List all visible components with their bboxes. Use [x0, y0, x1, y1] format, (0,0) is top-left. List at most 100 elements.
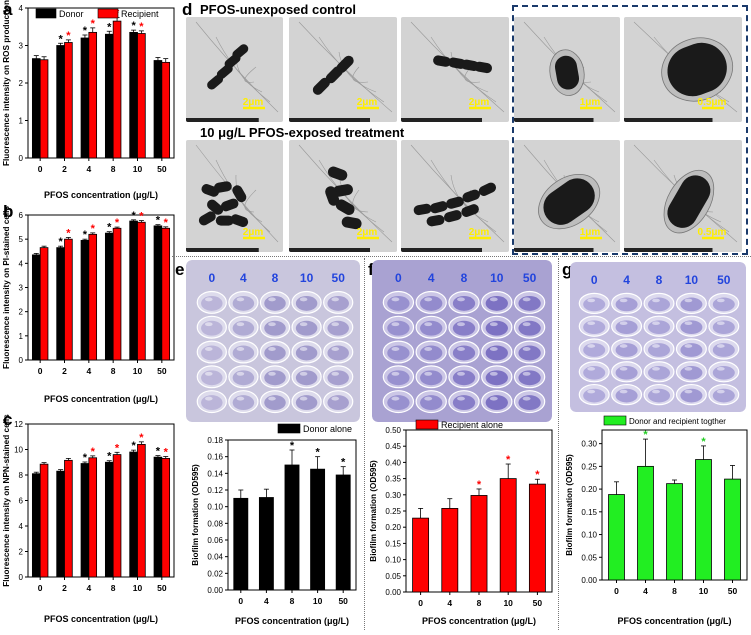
well-column-label: 4 — [428, 271, 435, 285]
panel-d-tem-grid: 2μm 2μm 2μm 1μm 0.5μm 2μm 2μm 2μm 1μm 0.5μm — [0, 0, 751, 260]
significance-star: * — [66, 227, 71, 239]
chart-g: 0.00 0.05 0.10 0.15 0.20 0.25 0.30 Biofilm form… — [562, 412, 751, 635]
bar — [153, 456, 163, 578]
significance-star: * — [115, 217, 120, 229]
significance-star: * — [131, 20, 136, 32]
significance-star: * — [83, 25, 88, 37]
significance-star: * — [66, 30, 71, 42]
chart-a-svg: 0 1 2 3 4 Fluorescence intensity on ROS produ… — [2, 0, 175, 200]
well-column-label: 0 — [395, 271, 402, 285]
tem-image-r2-c5: 0.5μm — [624, 140, 742, 252]
significance-star: * — [341, 457, 346, 469]
significance-star: * — [643, 429, 648, 441]
significance-star: * — [164, 217, 169, 229]
chart-f-svg: 0.00 0.05 0.10 0.15 0.20 0.25 0.30 0.35 0.40 0.45… — [369, 419, 553, 626]
y-axis-label: Biofilm formation (OD595) — [191, 464, 200, 566]
x-tick-label: 50 — [533, 598, 543, 608]
scale-bar-label: 2μm — [243, 227, 264, 238]
legend-swatch — [277, 423, 301, 434]
panel-label-g: g — [562, 260, 573, 279]
legend-swatch — [97, 8, 119, 19]
bar — [39, 463, 49, 578]
tem-image-r1-c5: 0.5μm — [624, 17, 742, 122]
x-tick-label: 4 — [86, 164, 91, 174]
legend-swatch — [603, 415, 627, 426]
y-tick-label: 5 — [19, 235, 24, 244]
x-tick-label: 10 — [699, 586, 709, 596]
x-tick-label: 50 — [157, 164, 167, 174]
tem-image-r1-c3: 2μm — [401, 17, 509, 122]
x-tick-label: 50 — [728, 586, 738, 596]
panel-label-b: b — [3, 202, 14, 221]
bar — [528, 483, 546, 593]
scale-bar-label: 2μm — [357, 97, 378, 108]
x-tick-label: 8 — [672, 586, 677, 596]
y-tick-label: 0.05 — [581, 553, 597, 562]
x-tick-label: 50 — [157, 366, 167, 376]
x-tick-label: 10 — [133, 583, 143, 593]
x-tick-label: 8 — [477, 598, 482, 608]
x-tick-label: 4 — [86, 366, 91, 376]
tem-image-r2-c2: 2μm — [289, 140, 397, 252]
tem-image-r1-c2: 2μm — [289, 17, 397, 122]
y-tick-label: 1 — [19, 117, 24, 126]
y-tick-label: 0.45 — [385, 442, 401, 451]
separator-horizontal — [172, 256, 751, 257]
bar — [31, 473, 41, 578]
bar — [112, 227, 122, 361]
significance-star: * — [58, 236, 63, 248]
bar — [64, 238, 73, 361]
y-tick-label: 0.30 — [581, 440, 597, 449]
chart-b: 0 1 2 3 4 5 6 Fluorescence intensity on PI-stai… — [0, 205, 180, 415]
x-tick-label: 4 — [86, 583, 91, 593]
y-tick-label: 8 — [19, 471, 24, 480]
plate-f: 0 4 8 10 50 — [372, 260, 552, 422]
significance-star: * — [131, 440, 136, 452]
y-tick-label: 0.12 — [207, 486, 223, 495]
well-column-label: 0 — [208, 271, 215, 285]
bar — [104, 461, 114, 578]
legend-swatch — [35, 8, 57, 19]
bar — [310, 468, 326, 591]
scale-bar-label: 2μm — [469, 97, 490, 108]
tem-image-r2-c1: 2μm — [186, 140, 283, 252]
bar — [441, 508, 459, 593]
x-tick-label: 0 — [38, 366, 43, 376]
y-tick-label: 6 — [19, 497, 24, 506]
significance-star: * — [290, 440, 295, 452]
y-tick-label: 0.35 — [385, 475, 401, 484]
y-tick-label: 12 — [14, 420, 23, 429]
bar — [724, 478, 741, 581]
chart-f: 0.00 0.05 0.10 0.15 0.20 0.25 0.30 0.35 0.40 0.45… — [368, 418, 556, 635]
y-tick-label: 0.08 — [207, 519, 223, 528]
bar — [137, 444, 146, 578]
y-tick-label: 0.05 — [385, 572, 401, 581]
well-column-label: 10 — [300, 271, 314, 285]
y-tick-label: 0.04 — [207, 553, 223, 562]
y-tick-label: 0.25 — [581, 462, 597, 471]
y-tick-label: 0.10 — [207, 503, 223, 512]
bar — [56, 247, 65, 361]
panel-d-row1-title: PFOS-unexposed control — [200, 2, 357, 17]
panel-d-row2-title: 10 μg/L PFOS-exposed treatment — [200, 125, 405, 140]
y-tick-label: 0.15 — [581, 508, 597, 517]
well-column-label: 8 — [656, 273, 663, 287]
plot-frame — [27, 423, 175, 578]
x-axis-label: PFOS concentration (μg/L) — [44, 614, 158, 624]
significance-star: * — [156, 446, 161, 458]
bar — [637, 465, 654, 581]
significance-star: * — [83, 452, 88, 464]
well-column-label: 0 — [591, 273, 598, 287]
x-tick-label: 0 — [614, 586, 619, 596]
tem-image-r2-c4: 1μm — [514, 140, 620, 252]
bar — [258, 497, 274, 591]
x-tick-label: 10 — [133, 366, 143, 376]
legend-label: Recipient alone — [441, 420, 503, 430]
significance-star: * — [139, 211, 144, 223]
bar — [31, 254, 41, 361]
x-axis-label: PFOS concentration (μg/L) — [235, 616, 349, 626]
scale-bar-label: 1μm — [580, 97, 601, 108]
y-axis-label: Fluorescence intensity on PI-stained cel… — [2, 206, 11, 369]
chart-a: 0 1 2 3 4 Fluorescence intensity on ROS produ… — [0, 0, 180, 210]
